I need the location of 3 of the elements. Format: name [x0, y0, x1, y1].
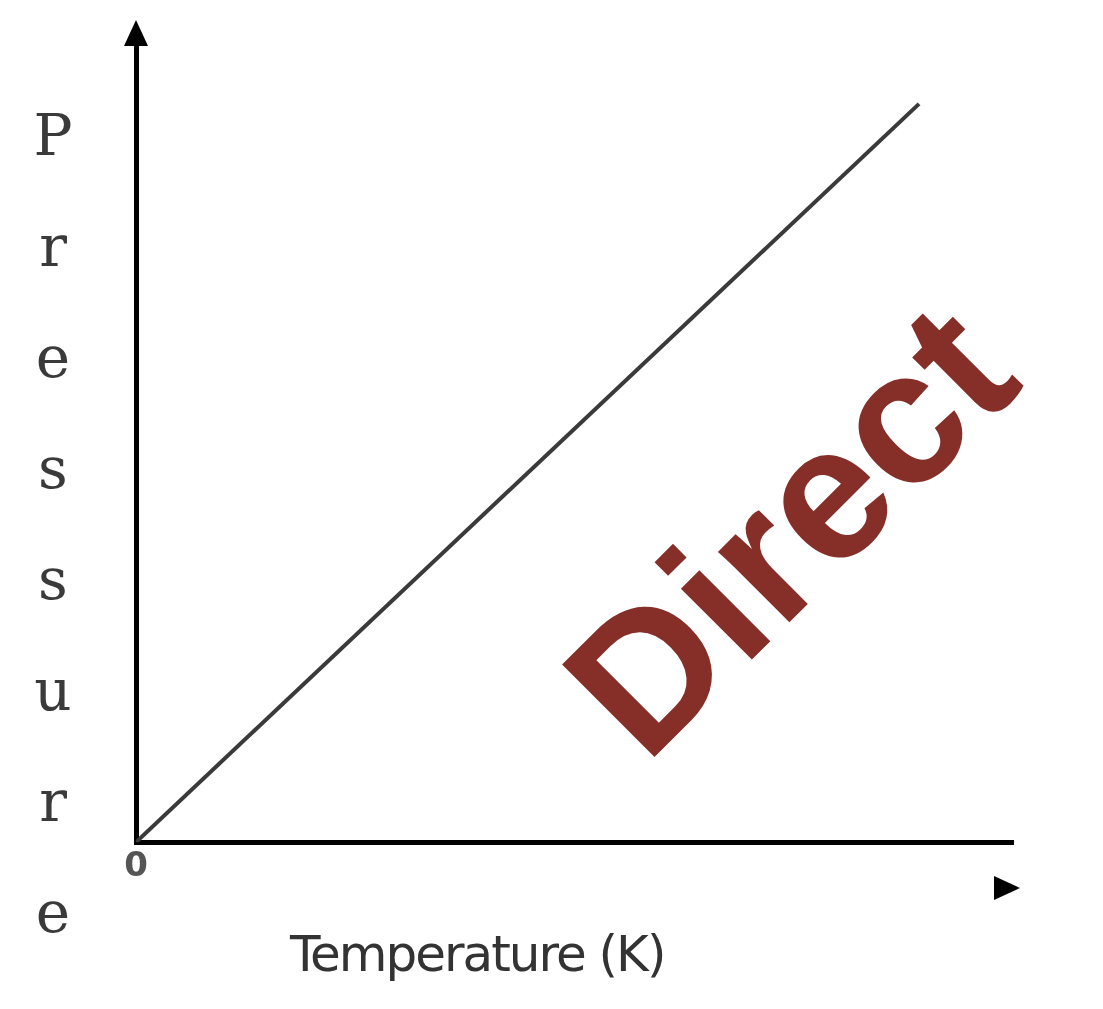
x-axis-title: Temperature (K)	[290, 925, 665, 983]
y-axis-title: Pressure	[32, 100, 74, 948]
annotation: 0	[124, 844, 148, 885]
